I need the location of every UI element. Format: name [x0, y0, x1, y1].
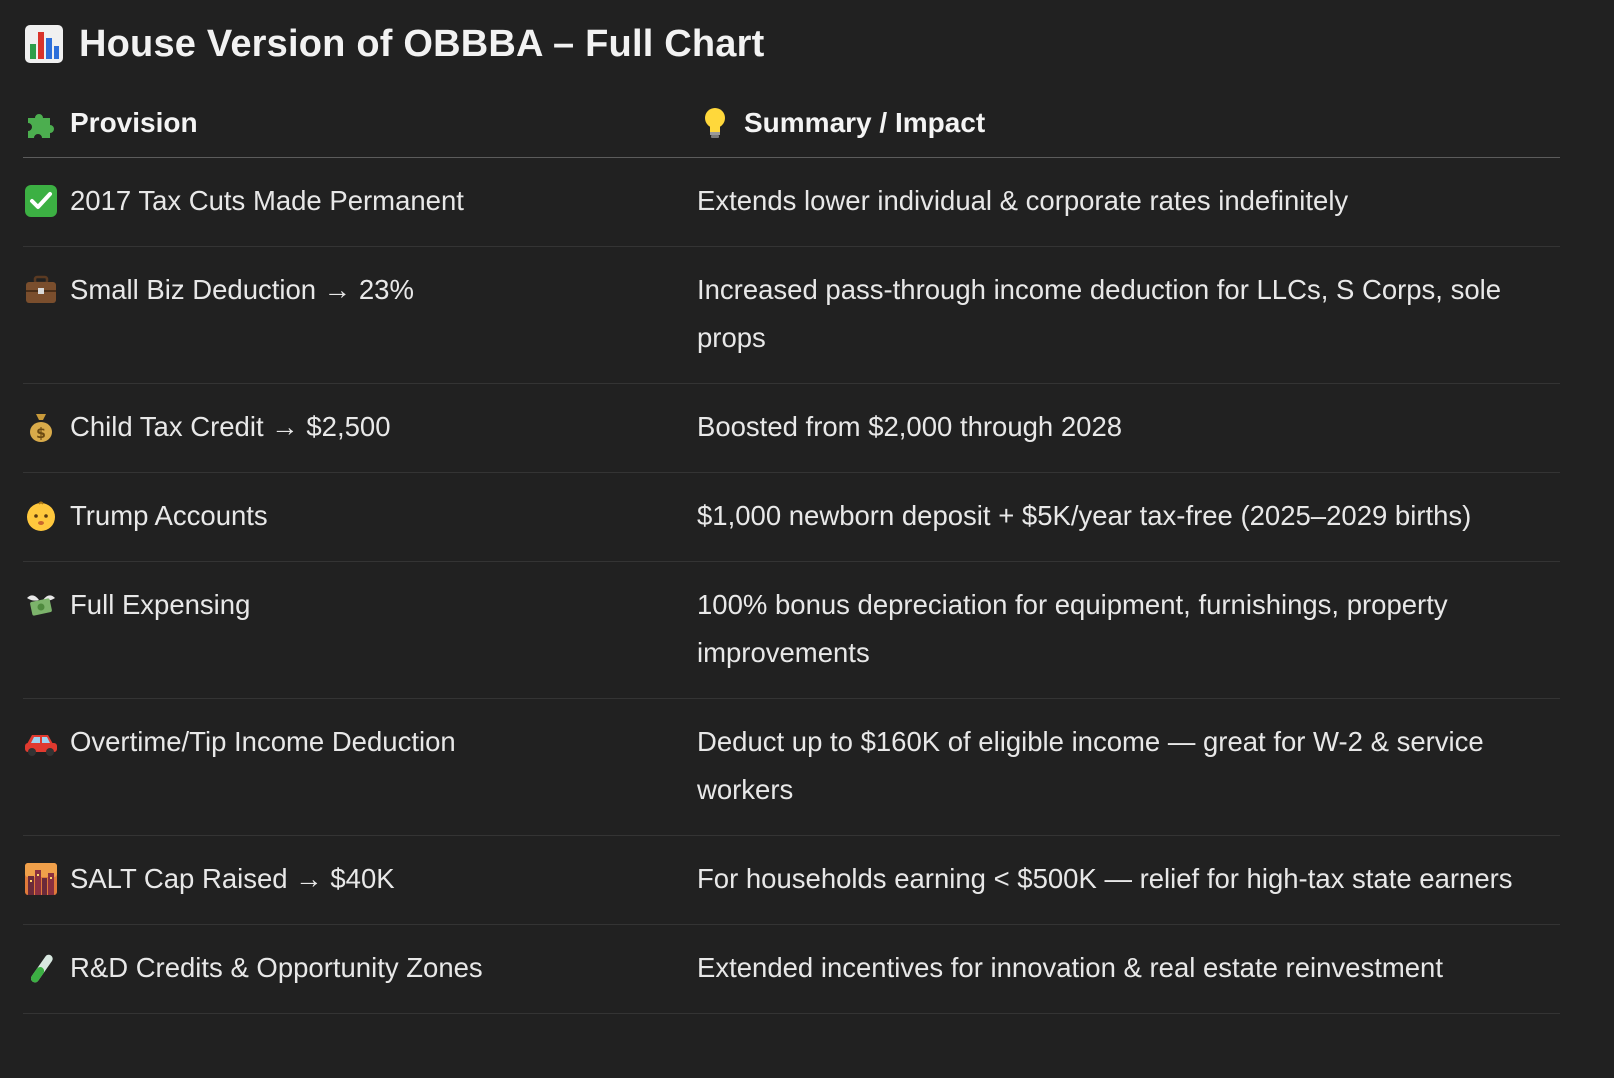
check-mark-icon	[23, 183, 59, 219]
summary-text: 100% bonus depreciation for equipment, f…	[697, 589, 1448, 668]
table-row: SALT Cap Raised → $40K For households ea…	[23, 836, 1560, 925]
city-sunset-icon	[23, 861, 59, 897]
header-provision-label: Provision	[70, 106, 198, 138]
provision-text: Trump Accounts	[70, 500, 268, 531]
table-row: Trump Accounts $1,000 newborn deposit + …	[23, 473, 1560, 562]
light-bulb-icon	[697, 105, 733, 141]
header-provision: Provision	[23, 105, 697, 141]
title-text: House Version of OBBBA – Full Chart	[79, 22, 765, 65]
provision-text: R&D Credits & Opportunity Zones	[70, 952, 483, 983]
page-title: House Version of OBBBA – Full Chart	[23, 0, 1614, 88]
provision-text: SALT Cap Raised → $40K	[70, 863, 395, 894]
summary-text: Deduct up to $160K of eligible income — …	[697, 726, 1484, 805]
table-row: $ Child Tax Credit → $2,500 Boosted from…	[23, 384, 1560, 473]
bar-chart-icon	[23, 23, 65, 65]
provision-text: Overtime/Tip Income Deduction	[70, 726, 456, 757]
table-row: Small Biz Deduction → 23% Increased pass…	[23, 247, 1560, 384]
table-row: Overtime/Tip Income Deduction Deduct up …	[23, 699, 1560, 836]
table-row: R&D Credits & Opportunity Zones Extended…	[23, 925, 1560, 1014]
provision-text: Full Expensing	[70, 589, 251, 620]
header-summary: Summary / Impact	[697, 105, 1560, 141]
header-summary-label: Summary / Impact	[744, 106, 986, 138]
summary-text: Increased pass-through income deduction …	[697, 274, 1502, 353]
provision-text: 2017 Tax Cuts Made Permanent	[70, 185, 464, 216]
briefcase-icon	[23, 272, 59, 308]
test-tube-icon	[23, 950, 59, 986]
table-row: 2017 Tax Cuts Made Permanent Extends low…	[23, 158, 1560, 247]
svg-text:$: $	[36, 426, 46, 442]
provision-text: Small Biz Deduction → 23%	[70, 274, 414, 305]
summary-text: Boosted from $2,000 through 2028	[697, 411, 1123, 442]
money-with-wings-icon	[23, 587, 59, 623]
summary-text: Extended incentives for innovation & rea…	[697, 952, 1443, 983]
money-bag-icon: $	[23, 409, 59, 445]
summary-text: $1,000 newborn deposit + $5K/year tax-fr…	[697, 500, 1472, 531]
provisions-table: Provision Summary / Impact	[23, 88, 1560, 1014]
table-header-row: Provision Summary / Impact	[23, 88, 1560, 158]
car-icon	[23, 724, 59, 760]
table-row: Full Expensing 100% bonus depreciation f…	[23, 562, 1560, 699]
baby-face-icon	[23, 498, 59, 534]
provision-text: Child Tax Credit → $2,500	[70, 411, 391, 442]
summary-text: For households earning < $500K — relief …	[697, 863, 1513, 894]
summary-text: Extends lower individual & corporate rat…	[697, 185, 1349, 216]
puzzle-piece-icon	[23, 105, 59, 141]
